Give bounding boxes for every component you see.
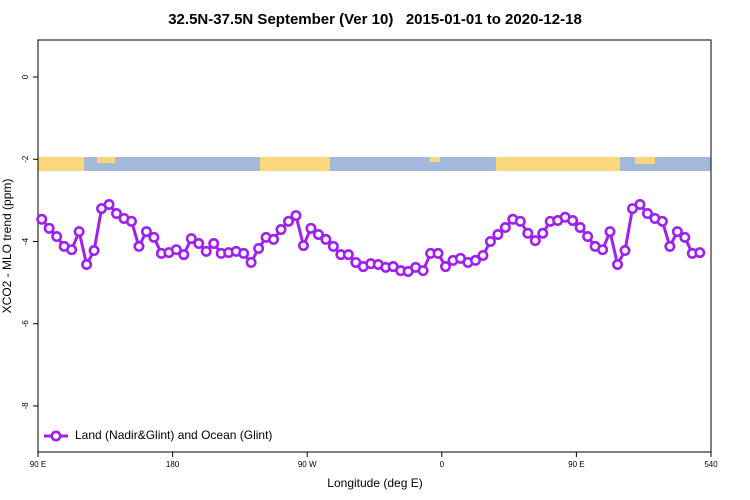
x-tick-label: 90 E xyxy=(568,460,584,469)
data-point xyxy=(245,256,257,268)
data-point xyxy=(417,265,429,277)
plot-frame xyxy=(37,39,712,453)
data-point xyxy=(88,245,100,257)
data-point xyxy=(305,222,317,234)
data-point xyxy=(36,213,48,225)
data-point xyxy=(73,226,85,238)
data-point xyxy=(477,249,489,261)
data-point xyxy=(327,240,339,252)
data-point xyxy=(679,231,691,243)
chart-title: 32.5N-37.5N September (Ver 10) 2015-01-0… xyxy=(168,11,582,28)
data-point xyxy=(597,244,609,256)
y-tick-label: -8 xyxy=(21,402,30,410)
data-point xyxy=(148,231,160,243)
x-tick-label: 90 E xyxy=(30,460,46,469)
data-point xyxy=(43,222,55,234)
map-strip xyxy=(38,157,711,171)
y-tick-label: 0 xyxy=(21,74,30,79)
data-point xyxy=(582,231,594,243)
data-point xyxy=(492,228,504,240)
y-axis-label: XCO2 - MLO trend (ppm) xyxy=(0,179,14,314)
data-point xyxy=(238,247,250,259)
data-point xyxy=(537,227,549,239)
legend-label: Land (Nadir&Glint) and Ocean (Glint) xyxy=(75,428,272,442)
data-point xyxy=(51,231,63,243)
data-point xyxy=(664,240,676,252)
data-point xyxy=(125,215,137,227)
data-point xyxy=(111,208,123,220)
y-tick-label: -4 xyxy=(21,237,30,245)
data-point xyxy=(140,226,152,238)
y-tick-label: -2 xyxy=(21,155,30,163)
data-point xyxy=(619,245,631,257)
data-point xyxy=(320,233,332,245)
data-point xyxy=(103,198,115,210)
data-point xyxy=(178,249,190,261)
data-point xyxy=(694,247,706,259)
data-point xyxy=(440,261,452,273)
data-point xyxy=(567,215,579,227)
data-point xyxy=(499,221,511,233)
data-point xyxy=(268,233,280,245)
y-tick-label: -6 xyxy=(21,320,30,328)
data-point xyxy=(275,224,287,236)
data-point xyxy=(253,242,265,254)
data-point xyxy=(283,215,295,227)
data-point xyxy=(656,215,668,227)
data-point xyxy=(522,227,534,239)
data-point xyxy=(342,249,354,261)
data-point xyxy=(514,215,526,227)
x-tick-label: 540 xyxy=(704,460,718,469)
data-point xyxy=(484,235,496,247)
data-point xyxy=(312,228,324,240)
data-point xyxy=(612,259,624,271)
data-point xyxy=(170,244,182,256)
data-point xyxy=(671,226,683,238)
x-tick-label: 180 xyxy=(166,460,180,469)
x-tick-label: 90 W xyxy=(298,460,317,469)
data-point xyxy=(290,210,302,222)
data-point xyxy=(574,221,586,233)
data-point xyxy=(641,208,653,220)
data-point xyxy=(185,233,197,245)
data-point xyxy=(297,240,309,252)
legend-marker xyxy=(50,430,62,442)
x-tick-label: 0 xyxy=(440,460,445,469)
data-point xyxy=(66,244,78,256)
data-point xyxy=(432,247,444,259)
x-axis-label: Longitude (deg E) xyxy=(327,476,422,490)
data-point xyxy=(604,226,616,238)
data-point xyxy=(208,238,220,250)
data-point xyxy=(529,235,541,247)
data-point xyxy=(133,240,145,252)
data-point xyxy=(200,245,212,257)
data-point xyxy=(81,259,93,271)
data-point xyxy=(634,198,646,210)
data-point xyxy=(469,254,481,266)
data-point xyxy=(193,238,205,250)
